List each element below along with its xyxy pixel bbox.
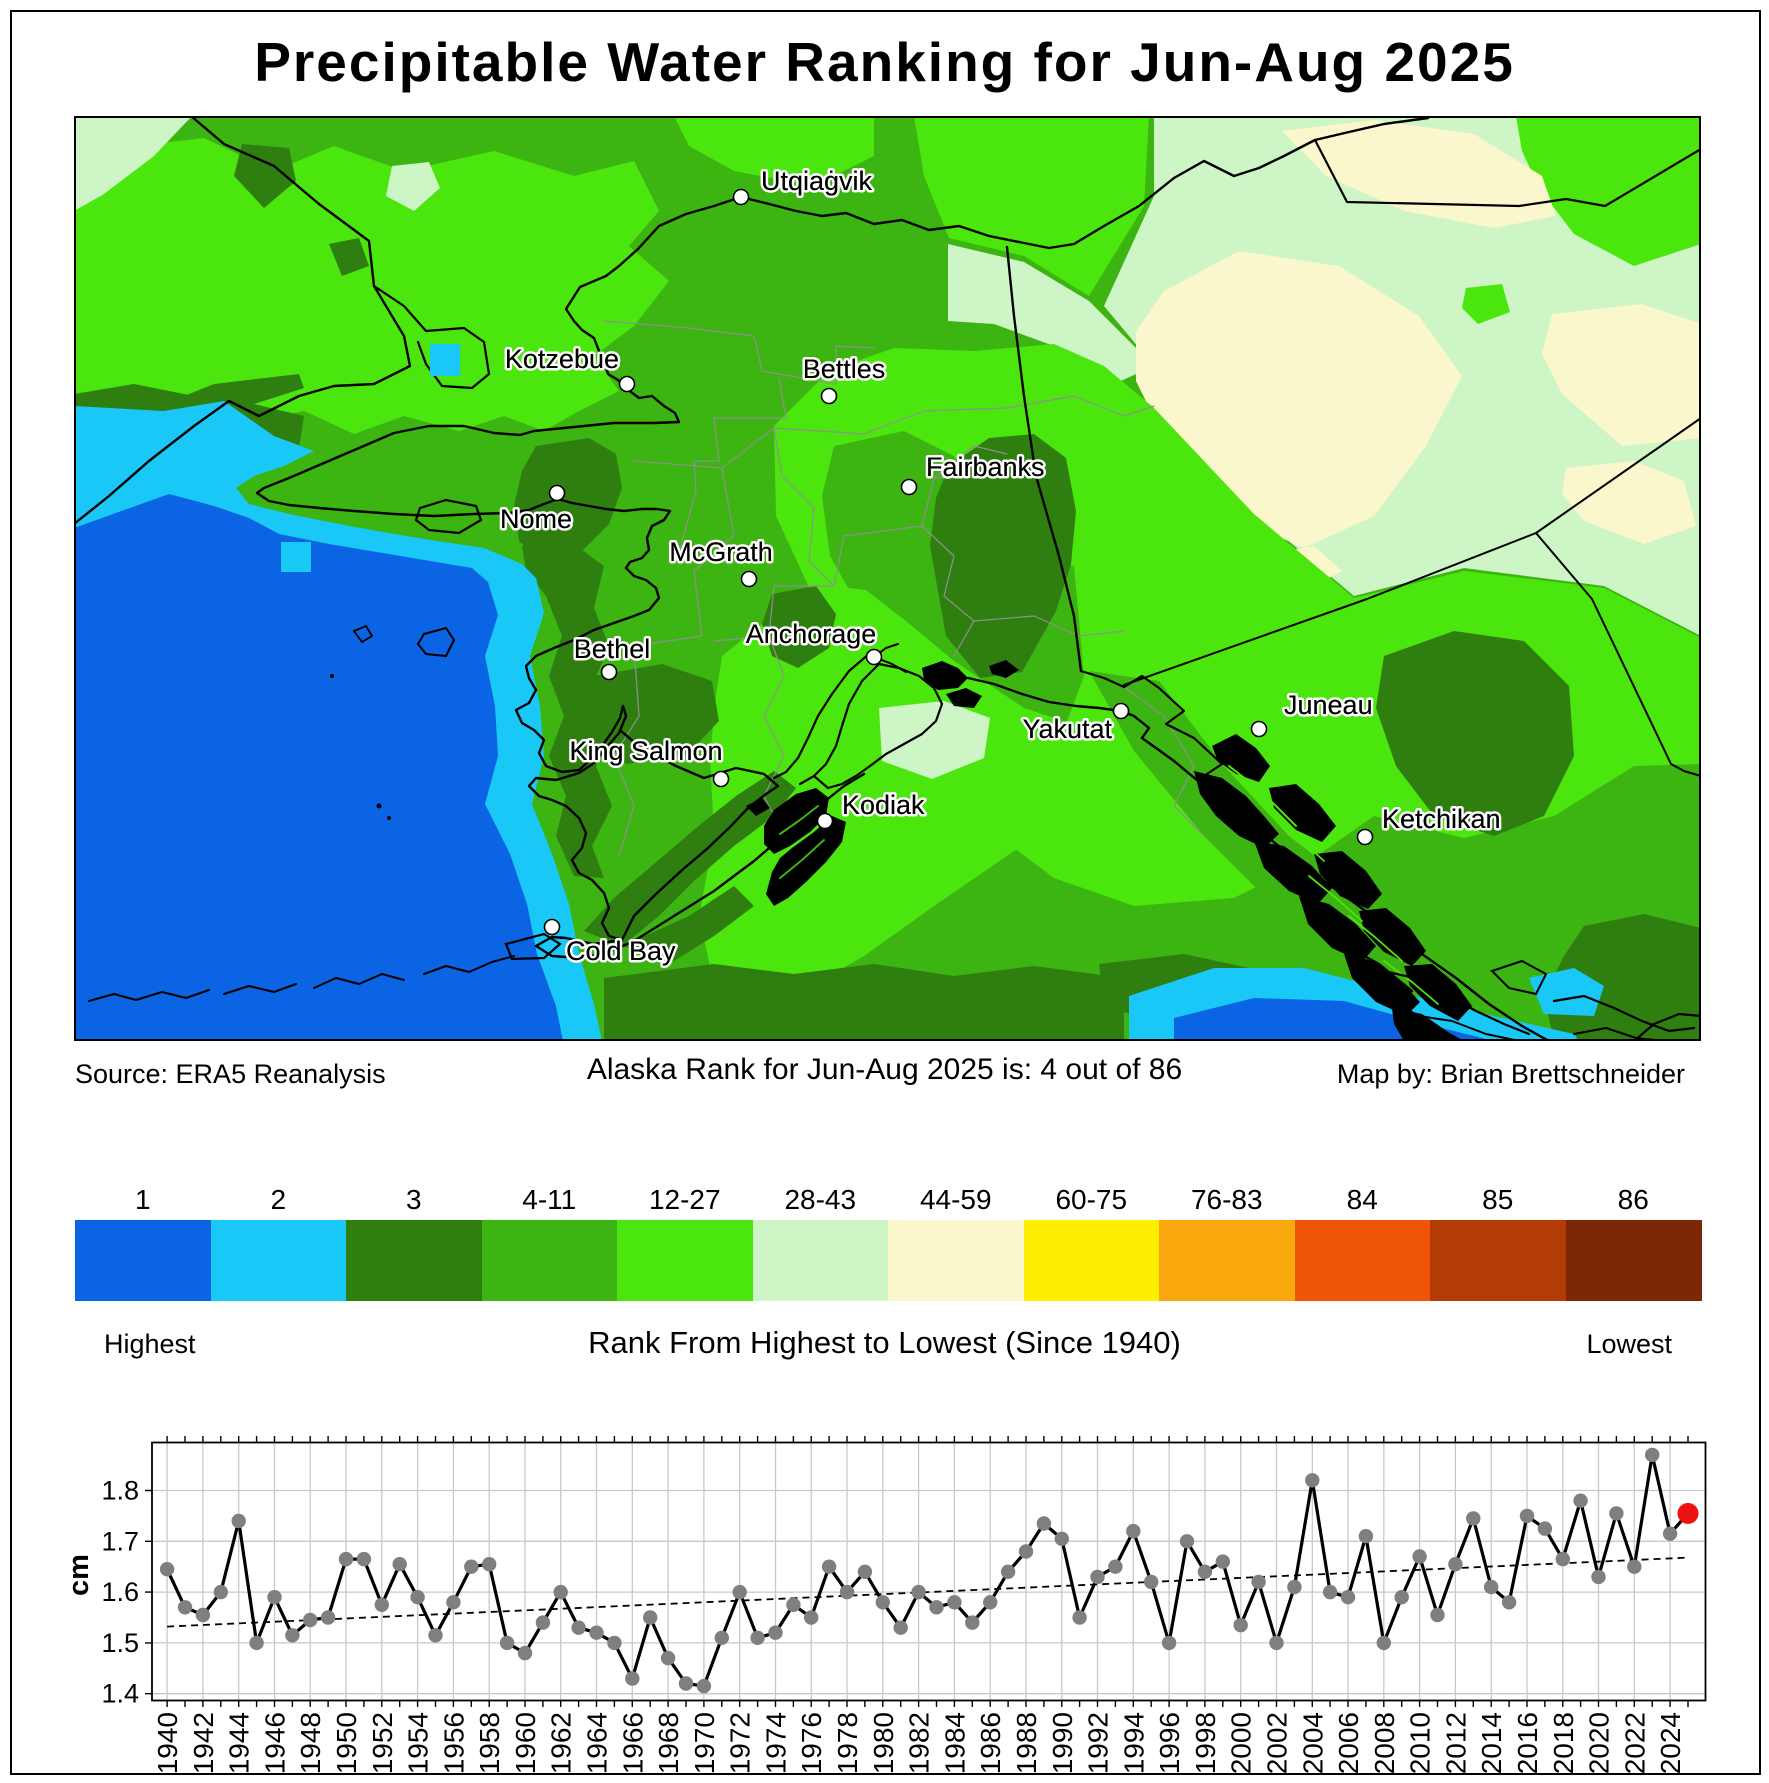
svg-text:1942: 1942 xyxy=(188,1712,219,1774)
svg-text:1940: 1940 xyxy=(152,1712,183,1774)
svg-text:Kodiak: Kodiak xyxy=(842,790,925,820)
svg-text:2022: 2022 xyxy=(1619,1712,1650,1774)
svg-text:2024: 2024 xyxy=(1655,1712,1686,1774)
svg-text:1970: 1970 xyxy=(689,1712,720,1774)
svg-text:McGrath: McGrath xyxy=(669,537,773,567)
svg-text:1998: 1998 xyxy=(1190,1712,1221,1774)
svg-text:1994: 1994 xyxy=(1118,1712,1149,1774)
svg-text:1982: 1982 xyxy=(904,1712,935,1774)
svg-text:Nome: Nome xyxy=(500,504,572,534)
svg-text:1968: 1968 xyxy=(653,1712,684,1774)
svg-text:Juneau: Juneau xyxy=(1284,690,1373,720)
svg-text:2006: 2006 xyxy=(1333,1712,1364,1774)
svg-text:2020: 2020 xyxy=(1584,1712,1615,1774)
svg-text:1986: 1986 xyxy=(975,1712,1006,1774)
svg-text:1958: 1958 xyxy=(474,1712,505,1774)
svg-text:Cold Bay: Cold Bay xyxy=(566,936,676,966)
svg-text:1974: 1974 xyxy=(761,1712,792,1774)
svg-text:2016: 2016 xyxy=(1512,1712,1543,1774)
svg-text:Cold Bay: Cold Bay xyxy=(566,936,676,966)
svg-text:1944: 1944 xyxy=(224,1712,255,1774)
svg-text:Yakutat: Yakutat xyxy=(1022,714,1112,744)
svg-text:1972: 1972 xyxy=(725,1712,756,1774)
svg-text:1984: 1984 xyxy=(939,1712,970,1774)
svg-text:Bethel: Bethel xyxy=(574,634,651,664)
svg-text:1962: 1962 xyxy=(546,1712,577,1774)
svg-text:1992: 1992 xyxy=(1083,1712,1114,1774)
svg-text:Kotzebue: Kotzebue xyxy=(505,344,619,374)
svg-text:2018: 2018 xyxy=(1548,1712,1579,1774)
svg-text:Anchorage: Anchorage xyxy=(746,619,877,649)
svg-text:Fairbanks: Fairbanks xyxy=(926,452,1045,482)
svg-text:1964: 1964 xyxy=(582,1712,613,1774)
svg-text:1948: 1948 xyxy=(295,1712,326,1774)
svg-text:1976: 1976 xyxy=(796,1712,827,1774)
svg-text:1956: 1956 xyxy=(438,1712,469,1774)
svg-text:Anchorage: Anchorage xyxy=(746,619,877,649)
svg-text:1.6: 1.6 xyxy=(101,1577,139,1607)
svg-text:1952: 1952 xyxy=(367,1712,398,1774)
svg-text:1.4: 1.4 xyxy=(101,1679,139,1709)
svg-text:Ketchikan: Ketchikan xyxy=(1382,804,1501,834)
svg-text:1954: 1954 xyxy=(403,1712,434,1774)
svg-text:1946: 1946 xyxy=(260,1712,291,1774)
svg-text:Kodiak: Kodiak xyxy=(842,790,925,820)
svg-text:Nome: Nome xyxy=(500,504,572,534)
svg-text:McGrath: McGrath xyxy=(669,537,773,567)
svg-text:1966: 1966 xyxy=(617,1712,648,1774)
svg-text:cm: cm xyxy=(63,1554,95,1596)
svg-text:2000: 2000 xyxy=(1226,1712,1257,1774)
svg-text:2012: 2012 xyxy=(1440,1712,1471,1774)
svg-text:1996: 1996 xyxy=(1154,1712,1185,1774)
svg-text:Bethel: Bethel xyxy=(574,634,651,664)
svg-text:Bettles: Bettles xyxy=(803,354,886,384)
svg-text:King Salmon: King Salmon xyxy=(569,736,722,766)
svg-text:2014: 2014 xyxy=(1476,1712,1507,1774)
svg-text:1990: 1990 xyxy=(1047,1712,1078,1774)
svg-text:2008: 2008 xyxy=(1369,1712,1400,1774)
svg-text:1.5: 1.5 xyxy=(101,1628,139,1658)
svg-text:1.8: 1.8 xyxy=(101,1476,139,1506)
svg-text:2002: 2002 xyxy=(1262,1712,1293,1774)
svg-text:1988: 1988 xyxy=(1011,1712,1042,1774)
svg-text:2010: 2010 xyxy=(1405,1712,1436,1774)
svg-text:Yakutat: Yakutat xyxy=(1022,714,1112,744)
svg-text:1978: 1978 xyxy=(832,1712,863,1774)
svg-text:King Salmon: King Salmon xyxy=(569,736,722,766)
svg-text:Utqiaġvik: Utqiaġvik xyxy=(761,166,873,196)
svg-text:Utqiaġvik: Utqiaġvik xyxy=(761,166,873,196)
svg-text:1950: 1950 xyxy=(331,1712,362,1774)
svg-text:Ketchikan: Ketchikan xyxy=(1382,804,1501,834)
svg-text:1.7: 1.7 xyxy=(101,1526,139,1556)
svg-text:1980: 1980 xyxy=(868,1712,899,1774)
svg-text:Fairbanks: Fairbanks xyxy=(926,452,1045,482)
svg-text:2004: 2004 xyxy=(1297,1712,1328,1774)
svg-text:Kotzebue: Kotzebue xyxy=(505,344,619,374)
svg-text:1960: 1960 xyxy=(510,1712,541,1774)
svg-text:Bettles: Bettles xyxy=(803,354,886,384)
svg-text:Juneau: Juneau xyxy=(1284,690,1373,720)
